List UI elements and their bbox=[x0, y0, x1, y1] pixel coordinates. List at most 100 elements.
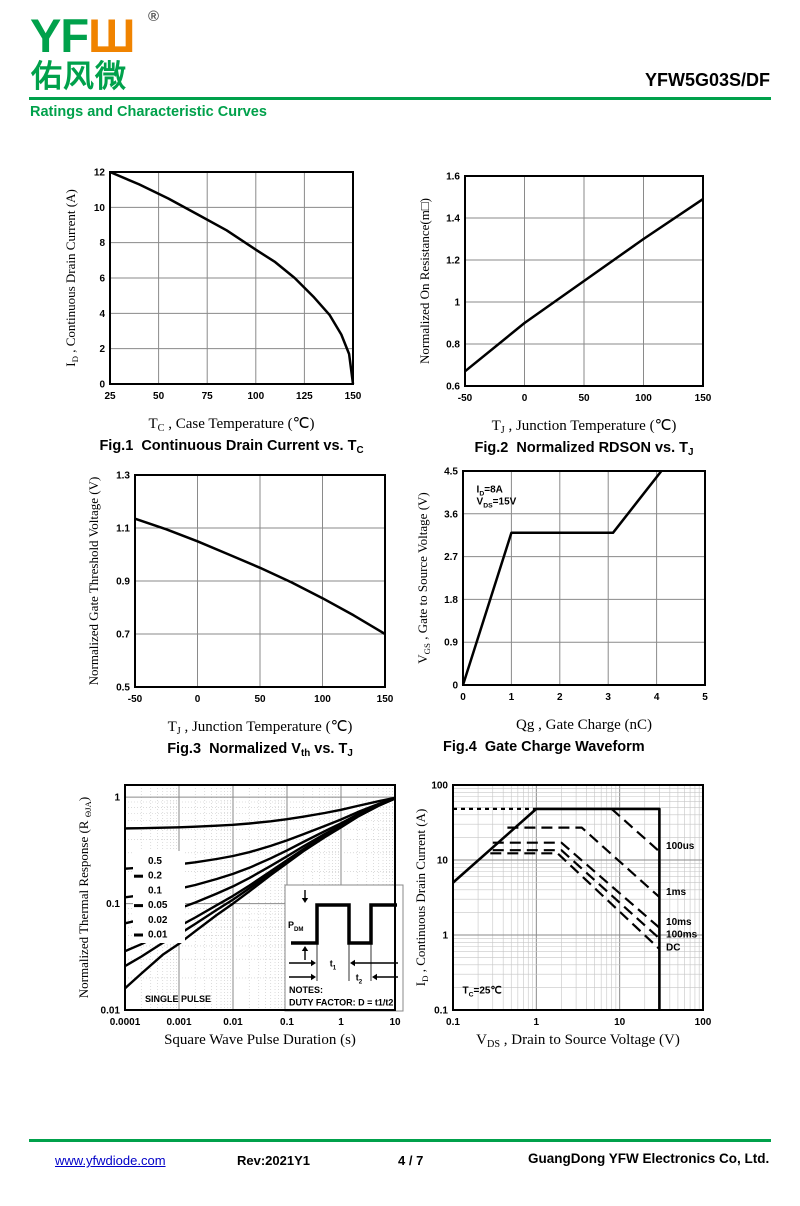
svg-text:50: 50 bbox=[153, 391, 165, 402]
svg-text:Fig.2 Normalized RDSON vs. TJ: Fig.2 Normalized RDSON vs. TJ bbox=[475, 440, 694, 458]
svg-text:TC=25℃: TC=25℃ bbox=[462, 986, 501, 999]
revision-label: Rev:2021Y1 bbox=[237, 1153, 310, 1168]
svg-text:0.6: 0.6 bbox=[446, 382, 460, 393]
svg-text:50: 50 bbox=[254, 694, 266, 705]
svg-text:0.2: 0.2 bbox=[148, 871, 162, 882]
svg-text:PDM: PDM bbox=[288, 920, 304, 933]
svg-text:0.0001: 0.0001 bbox=[110, 1017, 141, 1028]
svg-text:SINGLE PULSE: SINGLE PULSE bbox=[145, 994, 211, 1004]
svg-text:0.001: 0.001 bbox=[166, 1017, 191, 1028]
svg-text:1ms: 1ms bbox=[666, 887, 686, 898]
svg-text:1.2: 1.2 bbox=[446, 256, 460, 267]
part-number: YFW5G03S/DF bbox=[644, 70, 770, 90]
svg-text:Normalized Gate Threshold Volt: Normalized Gate Threshold Voltage (V) bbox=[86, 477, 101, 686]
svg-text:4: 4 bbox=[99, 309, 105, 320]
svg-text:Qg , Gate Charge (nC): Qg , Gate Charge (nC) bbox=[516, 717, 652, 733]
svg-text:0: 0 bbox=[99, 380, 105, 391]
svg-text:0: 0 bbox=[522, 393, 528, 404]
svg-text:10: 10 bbox=[94, 203, 106, 214]
svg-text:1.8: 1.8 bbox=[444, 595, 458, 606]
svg-text:Square Wave Pulse Duration (s): Square Wave Pulse Duration (s) bbox=[164, 1032, 356, 1048]
svg-text:NOTES:: NOTES: bbox=[289, 985, 323, 995]
fig3-chart: -50 0 50 100 150 0.5 0.7 0.9 1.1 1.3 Normalized Ga… bbox=[30, 455, 405, 765]
svg-text:8: 8 bbox=[99, 238, 105, 249]
svg-text:0: 0 bbox=[460, 692, 466, 703]
fig6-chart: 0.1 1 10 100 0.1 1 10 100 100us 1ms 10ms 100ms DC TC=… bbox=[413, 765, 790, 1065]
svg-text:3: 3 bbox=[605, 692, 611, 703]
svg-text:150: 150 bbox=[377, 694, 394, 705]
company-logo: YFШ bbox=[30, 9, 135, 62]
svg-text:VGS , Gate to Source Voltage (: VGS , Gate to Source Voltage (V) bbox=[415, 492, 432, 663]
svg-text:TJ , Junction Temperature (℃): TJ , Junction Temperature (℃) bbox=[168, 719, 353, 737]
svg-text:0.02: 0.02 bbox=[148, 915, 168, 926]
svg-text:0.1: 0.1 bbox=[148, 885, 162, 896]
svg-text:3.6: 3.6 bbox=[444, 509, 458, 520]
svg-text:Fig.3 Normalized Vth vs. TJ: Fig.3 Normalized Vth vs. TJ bbox=[167, 741, 353, 759]
svg-text:DUTY FACTOR: D = t1/t2: DUTY FACTOR: D = t1/t2 bbox=[289, 998, 393, 1008]
svg-text:4: 4 bbox=[654, 692, 660, 703]
svg-text:1: 1 bbox=[509, 692, 515, 703]
svg-text:100: 100 bbox=[247, 391, 264, 402]
svg-text:0.1: 0.1 bbox=[446, 1017, 460, 1028]
logo-chinese-name: 佑风微 bbox=[31, 59, 127, 94]
svg-text:0.7: 0.7 bbox=[116, 630, 130, 641]
registered-mark-icon: ® bbox=[148, 8, 160, 25]
svg-text:1.6: 1.6 bbox=[446, 172, 460, 183]
svg-text:0: 0 bbox=[452, 681, 458, 692]
svg-text:Normalized Thermal Response (R: Normalized Thermal Response (R ΘJA) bbox=[76, 797, 93, 999]
svg-text:4.5: 4.5 bbox=[444, 467, 458, 478]
svg-text:Fig.4 Gate Charge Waveform: Fig.4 Gate Charge Waveform bbox=[443, 739, 645, 755]
svg-text:0.5: 0.5 bbox=[148, 856, 162, 867]
svg-text:0.1: 0.1 bbox=[106, 899, 120, 910]
svg-text:t2: t2 bbox=[356, 973, 363, 986]
svg-text:0.1: 0.1 bbox=[434, 1006, 448, 1017]
svg-text:6: 6 bbox=[99, 274, 105, 285]
svg-text:150: 150 bbox=[695, 393, 712, 404]
svg-text:1: 1 bbox=[534, 1017, 540, 1028]
page-number: 4 / 7 bbox=[398, 1153, 424, 1168]
svg-text:25: 25 bbox=[104, 391, 116, 402]
fig2-chart-svg: -50 0 50 100 150 0.6 0.8 1 1.2 1.4 1.6 Normalized O… bbox=[417, 172, 712, 459]
svg-text:12: 12 bbox=[94, 168, 106, 179]
svg-text:1.1: 1.1 bbox=[116, 524, 130, 535]
svg-text:TC , Case Temperature (℃): TC , Case Temperature (℃) bbox=[148, 416, 314, 434]
svg-text:1.3: 1.3 bbox=[116, 471, 130, 482]
svg-text:1: 1 bbox=[454, 298, 460, 309]
svg-text:VDS=15V: VDS=15V bbox=[477, 496, 517, 509]
svg-text:10: 10 bbox=[437, 856, 449, 867]
svg-text:1: 1 bbox=[338, 1017, 344, 1028]
svg-text:50: 50 bbox=[578, 393, 590, 404]
svg-text:-50: -50 bbox=[458, 393, 473, 404]
svg-text:Normalized On Resistance(m□): Normalized On Resistance(m□) bbox=[417, 198, 432, 364]
svg-text:0.01: 0.01 bbox=[223, 1017, 243, 1028]
fig3-chart-svg: -50 0 50 100 150 0.5 0.7 0.9 1.1 1.3 Normalized Ga… bbox=[86, 471, 394, 760]
svg-text:DC: DC bbox=[666, 943, 680, 954]
svg-text:0.01: 0.01 bbox=[148, 930, 168, 941]
svg-text:1: 1 bbox=[114, 793, 120, 804]
svg-text:100us: 100us bbox=[666, 841, 695, 852]
fig4-chart: 0 1 2 3 4 5 0 0.9 1.8 2.7 3.6 4.5 ID=8A VDS=15V VGS , … bbox=[415, 455, 790, 765]
svg-text:ID , Continuous Drain Current: ID , Continuous Drain Current (A) bbox=[63, 189, 80, 367]
svg-text:TJ , Junction Temperature (℃): TJ , Junction Temperature (℃) bbox=[492, 418, 677, 436]
svg-text:75: 75 bbox=[202, 391, 214, 402]
svg-text:0.1: 0.1 bbox=[280, 1017, 294, 1028]
svg-text:10: 10 bbox=[614, 1017, 626, 1028]
fig2-chart: -50 0 50 100 150 0.6 0.8 1 1.2 1.4 1.6 Normalized O… bbox=[415, 150, 790, 460]
fig5-chart-svg: 0.5 0.2 0.1 0.05 0.02 0.01 SINGLE PULSE PDM t1 t2… bbox=[76, 784, 404, 1048]
section-title: Ratings and Characteristic Curves bbox=[30, 104, 267, 120]
svg-text:100: 100 bbox=[695, 1017, 712, 1028]
svg-text:10: 10 bbox=[389, 1017, 401, 1028]
svg-text:0.9: 0.9 bbox=[116, 577, 130, 588]
logo-w-glyph: Ш bbox=[88, 9, 135, 62]
svg-text:VDS , Drain to Source Voltage: VDS , Drain to Source Voltage (V) bbox=[476, 1032, 680, 1050]
svg-text:100: 100 bbox=[431, 781, 448, 792]
svg-text:2: 2 bbox=[99, 344, 105, 355]
website-link[interactable]: www.yfwdiode.com bbox=[55, 1153, 166, 1168]
fig1-chart: 25 50 75 100 125 150 0 2 4 6 8 10 12 ID , Continuous … bbox=[30, 150, 405, 460]
svg-text:ID=8A: ID=8A bbox=[477, 484, 503, 497]
svg-text:0: 0 bbox=[195, 694, 201, 705]
svg-text:0.05: 0.05 bbox=[148, 900, 168, 911]
svg-text:125: 125 bbox=[296, 391, 313, 402]
